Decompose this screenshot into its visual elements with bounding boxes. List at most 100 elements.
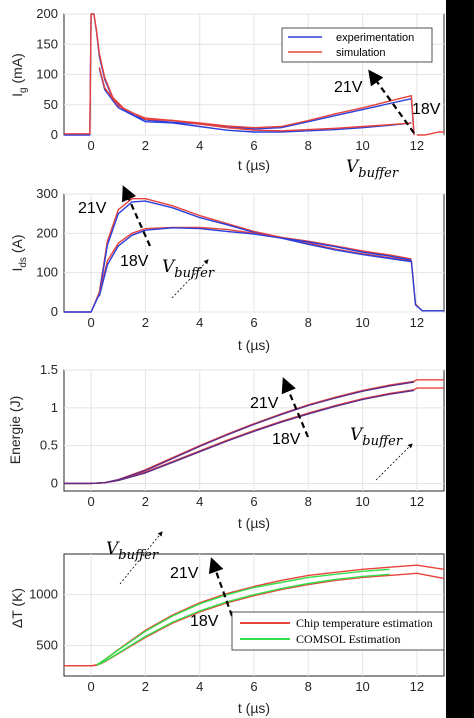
x-tick-label: 12 xyxy=(410,679,424,694)
series-line xyxy=(98,226,412,295)
legend-label-comsol: COMSOL Estimation xyxy=(296,632,401,646)
y-tick-label: 0 xyxy=(51,127,58,142)
y-tick-label: 1 xyxy=(51,400,58,415)
series-line xyxy=(64,197,444,313)
legend-box xyxy=(281,27,433,63)
y-tick-label: 300 xyxy=(36,186,58,201)
annotation-18v: 18V xyxy=(272,431,301,448)
y-tick-label: 0.5 xyxy=(40,438,58,453)
y-tick-label: 200 xyxy=(36,225,58,240)
x-axis-label: t (µs) xyxy=(238,515,270,531)
annotation-18v: 18V xyxy=(412,101,441,118)
y-tick-label: 150 xyxy=(36,36,58,51)
series-line xyxy=(64,200,444,313)
chart-energy: 0 2 4 6 8 10 12 0 0.5 1 1.5 t (µs) Energie (J) 21V… xyxy=(7,362,445,531)
tick-labels: 0 2 4 6 8 10 12 0 100 200 300 xyxy=(36,186,424,330)
chart-drain-current: 0 2 4 6 8 10 12 0 100 200 300 t (µs) Ids (A) 21V 1… xyxy=(9,185,445,353)
x-tick-label: 0 xyxy=(88,315,95,330)
series-line xyxy=(96,568,390,666)
right-edge-bar xyxy=(446,0,474,718)
annotation-21v: 21V xyxy=(334,79,363,96)
series-line xyxy=(98,227,412,297)
y-tick-label: 100 xyxy=(36,265,58,280)
y-tick-label: 0 xyxy=(51,304,58,319)
y-tick-label: 0 xyxy=(51,475,58,490)
y-tick-label: 100 xyxy=(36,67,58,82)
y-tick-label: 1000 xyxy=(29,587,58,602)
series-group xyxy=(64,379,444,485)
y-axis-label: Ids (A) xyxy=(9,234,29,271)
x-axis-label: t (µs) xyxy=(238,700,270,716)
x-tick-label: 12 xyxy=(410,138,424,153)
vbuffer-arrow xyxy=(171,259,209,299)
x-tick-label: 4 xyxy=(196,315,203,330)
tick-labels: 0 2 4 6 8 10 12 0 0.5 1 1.5 xyxy=(40,362,424,509)
legend-label-experimentation: experimentation xyxy=(336,32,414,44)
y-tick-label: 50 xyxy=(44,97,58,112)
series-group xyxy=(64,197,444,313)
legend: Chip temperature estimation COMSOL Estim… xyxy=(231,611,445,651)
direction-arrow xyxy=(122,185,152,247)
x-tick-label: 2 xyxy=(142,494,149,509)
x-tick-label: 10 xyxy=(355,679,369,694)
direction-arrow xyxy=(368,69,415,134)
y-tick-label: 1.5 xyxy=(40,362,58,377)
x-tick-label: 10 xyxy=(355,315,369,330)
direction-arrow xyxy=(281,377,310,438)
series-line xyxy=(98,67,412,132)
vbuffer-arrow xyxy=(375,443,413,481)
x-axis-label: t (µs) xyxy=(238,337,270,353)
chart-gate-current: 0 2 4 6 8 10 12 0 50 100 150 200 t (µs) Ig (mA) exp… xyxy=(9,6,445,181)
x-tick-label: 2 xyxy=(142,138,149,153)
x-tick-label: 6 xyxy=(250,138,257,153)
x-axis-label: t (µs) xyxy=(238,157,270,173)
x-tick-label: 12 xyxy=(410,494,424,509)
y-axis-label: Energie (J) xyxy=(7,396,23,464)
annotation-vbuffer: Vbuffer xyxy=(106,539,159,563)
legend-label-simulation: simulation xyxy=(336,47,386,59)
y-tick-label: 500 xyxy=(36,638,58,653)
x-tick-label: 8 xyxy=(305,138,312,153)
annotation-21v: 21V xyxy=(78,200,107,217)
x-tick-label: 6 xyxy=(250,679,257,694)
series-line xyxy=(98,68,412,133)
vbuffer-arrow xyxy=(119,531,163,585)
annotation-21v: 21V xyxy=(250,395,279,412)
x-tick-label: 10 xyxy=(355,494,369,509)
annotation-18v: 18V xyxy=(190,613,219,630)
x-tick-label: 4 xyxy=(196,679,203,694)
x-tick-label: 10 xyxy=(355,138,369,153)
x-tick-label: 8 xyxy=(305,494,312,509)
legend-box xyxy=(231,611,445,651)
y-tick-label: 200 xyxy=(36,6,58,21)
legend-label-chip-temperature: Chip temperature estimation xyxy=(296,616,433,630)
annotation-vbuffer: Vbuffer xyxy=(162,257,215,281)
series-group xyxy=(64,13,444,136)
x-tick-label: 4 xyxy=(196,494,203,509)
y-axis-label: ΔT (K) xyxy=(9,588,25,628)
annotation-vbuffer: Vbuffer xyxy=(346,157,399,181)
x-tick-label: 2 xyxy=(142,315,149,330)
series-line xyxy=(64,389,415,485)
x-tick-label: 8 xyxy=(305,315,312,330)
annotation-21v: 21V xyxy=(170,565,199,582)
x-tick-label: 6 xyxy=(250,315,257,330)
x-tick-label: 0 xyxy=(88,679,95,694)
x-tick-label: 12 xyxy=(410,315,424,330)
chart-temperature: 0 2 4 6 8 10 12 500 1000 t (µs) ΔT (K) 21V 18V V… xyxy=(9,531,445,716)
series-line xyxy=(416,131,444,136)
x-tick-label: 0 xyxy=(88,138,95,153)
x-tick-label: 2 xyxy=(142,679,149,694)
x-tick-label: 6 xyxy=(250,494,257,509)
legend: experimentation simulation xyxy=(281,27,433,63)
tick-labels: 0 2 4 6 8 10 12 500 1000 xyxy=(29,587,424,694)
tick-labels: 0 2 4 6 8 10 12 0 50 100 150 200 xyxy=(36,6,424,153)
annotation-vbuffer: Vbuffer xyxy=(350,425,403,449)
x-tick-label: 4 xyxy=(196,138,203,153)
x-tick-label: 0 xyxy=(88,494,95,509)
grid xyxy=(64,13,444,136)
annotation-18v: 18V xyxy=(120,253,149,270)
y-axis-label: Ig (mA) xyxy=(9,53,29,97)
x-tick-label: 8 xyxy=(305,679,312,694)
